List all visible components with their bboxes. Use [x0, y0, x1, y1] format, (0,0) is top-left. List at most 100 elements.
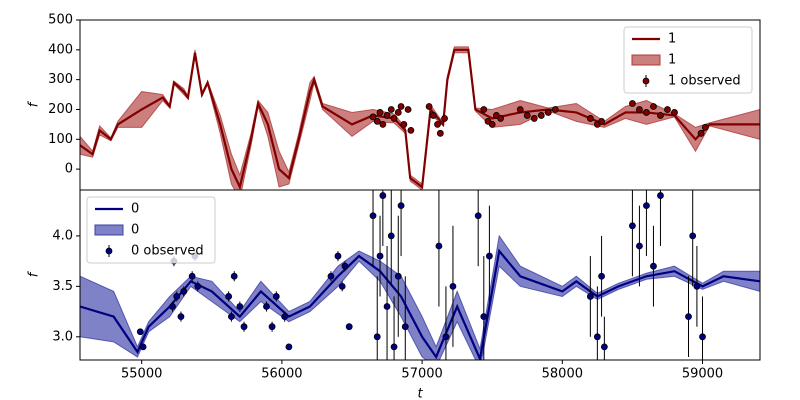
observed-point: [379, 120, 387, 128]
observed-point: [488, 120, 496, 128]
y-tick-label: 100: [48, 132, 73, 147]
y-tick-label: 400: [48, 42, 73, 57]
observed-point: [699, 333, 706, 341]
observed-point: [401, 323, 409, 331]
y-tick-label: 3.0: [52, 329, 73, 344]
observed-point: [397, 103, 405, 110]
observed-point: [194, 282, 202, 290]
legend-patch: [631, 54, 661, 66]
observed-point: [390, 343, 398, 351]
observed-point: [486, 252, 493, 260]
observed-point: [598, 272, 605, 280]
x-axis-label: t: [417, 387, 423, 400]
observed-point: [376, 109, 384, 116]
y-axis-label: f: [27, 270, 42, 277]
observed-point: [685, 313, 692, 321]
legend-point: [642, 77, 650, 85]
observed-point: [334, 252, 342, 260]
observed-point: [671, 109, 678, 116]
y-tick-label: 300: [48, 72, 73, 87]
observed-point: [598, 118, 605, 125]
y-tick-label: 500: [48, 13, 73, 28]
legend-label: 1 observed: [668, 74, 741, 89]
confidence-band: [80, 234, 760, 360]
y-tick-label: 0: [65, 162, 73, 177]
observed-point: [643, 109, 650, 116]
observed-point: [436, 129, 444, 137]
observed-point: [281, 313, 289, 321]
observed-point: [636, 106, 643, 113]
observed-point: [441, 115, 448, 122]
observed-point: [442, 333, 450, 341]
y-tick-label: 200: [48, 102, 73, 117]
observed-point: [376, 252, 384, 260]
legend-point: [105, 247, 113, 255]
y-tick-label: 4.0: [52, 228, 73, 243]
observed-point: [689, 232, 697, 240]
observed-point: [180, 287, 188, 295]
model-line: [80, 248, 760, 360]
legend-box: [86, 196, 216, 264]
y-tick-label: 3.5: [52, 279, 73, 294]
observed-point: [240, 323, 248, 331]
observed-point: [341, 262, 349, 270]
observed-point: [387, 232, 395, 240]
legend-label: 1: [668, 53, 676, 68]
observed-point: [657, 112, 664, 119]
observed-point: [327, 272, 335, 280]
observed-point: [169, 303, 176, 310]
observed-point: [650, 262, 657, 270]
x-tick-label: 57000: [401, 367, 442, 382]
observed-point: [435, 242, 443, 250]
observed-point: [480, 313, 488, 321]
observed-point: [497, 115, 505, 122]
legend-label: 0 observed: [131, 244, 204, 259]
observed-point: [516, 106, 524, 113]
x-tick-label: 59000: [682, 367, 723, 382]
observed-point: [425, 103, 433, 110]
observed-point: [345, 323, 353, 331]
observed-point: [530, 115, 538, 122]
observed-point: [629, 222, 636, 230]
observed-point: [434, 120, 441, 128]
legend-label: 1: [668, 32, 676, 47]
legend-box: [623, 26, 753, 94]
observed-point: [390, 115, 398, 122]
axes-frame: [79, 189, 761, 361]
observed-point: [369, 212, 377, 220]
observed-point: [429, 112, 437, 119]
observed-point: [139, 343, 147, 351]
observed-point: [523, 112, 531, 119]
observed-point: [400, 120, 408, 128]
observed-point: [650, 103, 657, 110]
observed-point: [693, 282, 701, 290]
observed-point: [407, 126, 415, 134]
observed-point: [379, 192, 387, 199]
observed-point: [272, 293, 280, 300]
observed-point: [338, 282, 346, 290]
y-axis-label: f: [27, 100, 42, 107]
observed-point: [230, 272, 238, 280]
observed-point: [397, 202, 405, 210]
observed-point: [701, 123, 709, 131]
observed-point: [225, 293, 233, 300]
observed-point: [394, 272, 402, 280]
observed-point: [373, 118, 381, 125]
observed-point: [369, 113, 377, 121]
observed-point: [657, 192, 664, 199]
plot-area: [80, 190, 760, 360]
observed-point: [136, 328, 144, 336]
observed-point: [474, 212, 482, 220]
observed-point: [697, 129, 705, 137]
observed-point: [600, 343, 608, 351]
observed-point: [629, 100, 636, 107]
x-tick-label: 56000: [261, 367, 302, 382]
confidence-band: [80, 46, 760, 190]
observed-point: [383, 112, 391, 119]
x-tick-label: 58000: [542, 367, 583, 382]
observed-point: [480, 106, 488, 113]
observed-point: [551, 106, 559, 113]
observed-point: [285, 343, 293, 351]
observed-point: [643, 202, 650, 210]
